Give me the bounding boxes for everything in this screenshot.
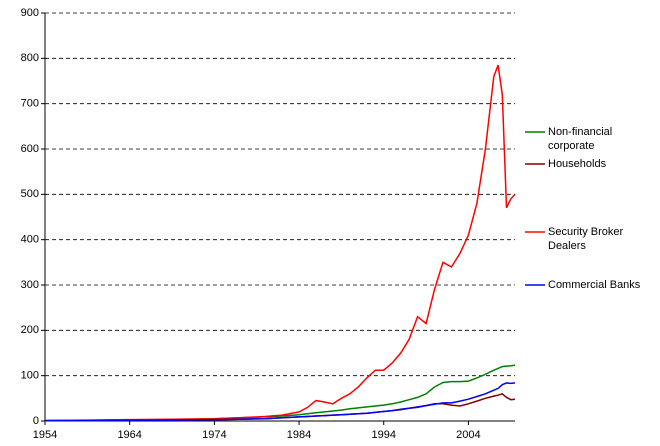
- y-tick-label: 500: [21, 188, 39, 200]
- y-tick-label: 800: [21, 52, 39, 64]
- legend-label: Non-financial corporate: [548, 126, 613, 152]
- y-tick-label: 300: [21, 279, 39, 291]
- x-tick-label: 1974: [202, 429, 226, 441]
- y-tick-label: 600: [21, 143, 39, 155]
- y-tick-label: 400: [21, 234, 39, 246]
- y-tick-label: 100: [21, 370, 39, 382]
- x-tick-label: 1954: [33, 429, 57, 441]
- x-tick-label: 1984: [287, 429, 311, 441]
- series-line: [44, 382, 516, 422]
- y-tick-label: 700: [21, 98, 39, 110]
- x-tick-label: 1994: [371, 429, 395, 441]
- x-tick-label: 2004: [456, 429, 480, 441]
- legend-label: Households: [548, 158, 607, 170]
- y-tick-label: 900: [21, 7, 39, 19]
- x-tick-label: 1964: [117, 429, 141, 441]
- series-line: [44, 364, 516, 422]
- legend-label: Commercial Banks: [548, 279, 641, 291]
- y-tick-label: 200: [21, 324, 39, 336]
- series-line: [44, 64, 516, 422]
- legend-label: Security Broker Dealers: [548, 226, 624, 252]
- y-tick-label: 0: [33, 415, 39, 427]
